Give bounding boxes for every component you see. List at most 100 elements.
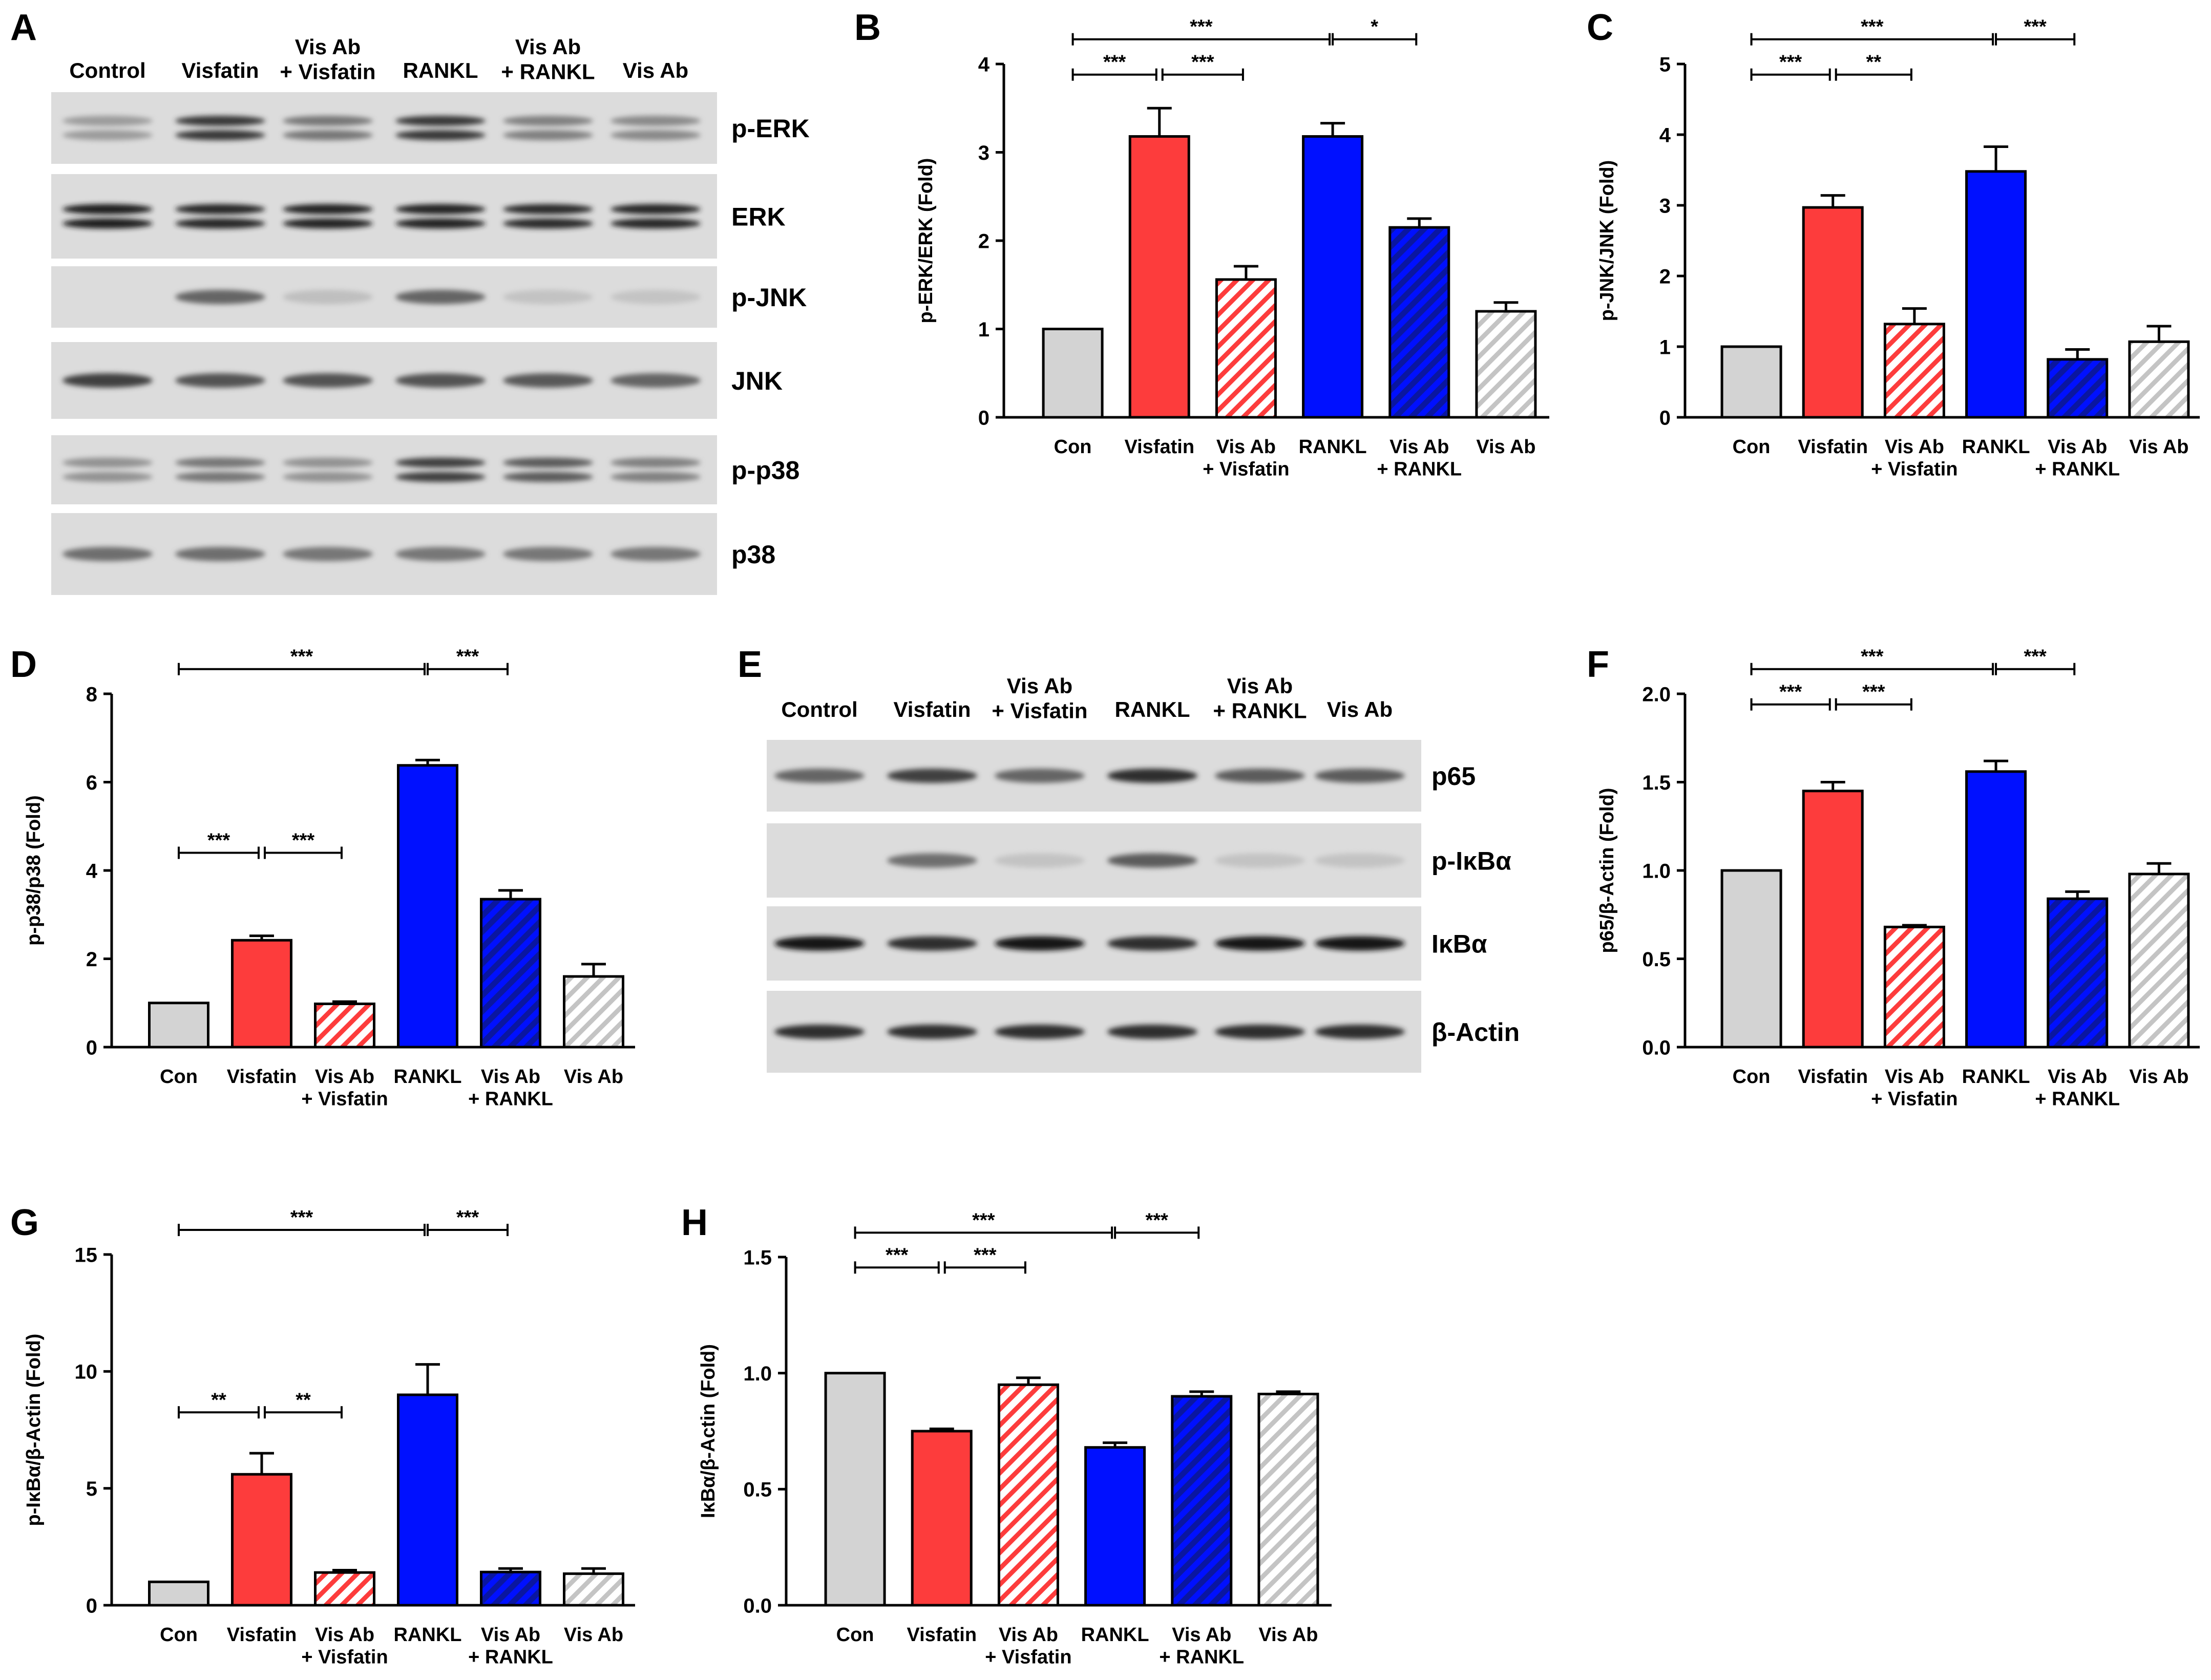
y-tick-label: 0	[978, 407, 989, 429]
x-tick-label: Vis Ab + RANKL	[468, 1066, 553, 1110]
band	[503, 373, 593, 388]
y-axis-label: p-JNK/JNK (Fold)	[1596, 160, 1618, 322]
band	[62, 130, 153, 140]
x-tick-label: Visfatin	[227, 1624, 297, 1646]
x-tick-label: Visfatin	[1798, 1066, 1868, 1088]
significance-label: ***	[1862, 682, 1885, 703]
lane-label: Vis Ab + RANKL	[501, 35, 595, 83]
significance-label: ***	[207, 830, 230, 852]
blot-background	[51, 174, 717, 259]
x-tick-label: Vis Ab + RANKL	[1159, 1624, 1244, 1668]
x-tick-label: Vis Ab	[564, 1624, 623, 1646]
x-tick-label: Vis Ab	[1258, 1624, 1318, 1646]
band	[62, 116, 153, 126]
bar-3	[1965, 770, 2027, 1049]
bar-0	[148, 1002, 209, 1049]
blot-row-label: JNK	[731, 367, 783, 395]
significance-label: *	[1371, 16, 1378, 38]
bar-5	[1475, 310, 1537, 419]
band	[1215, 936, 1305, 951]
bar-1	[911, 1430, 973, 1607]
blot-row-label: ERK	[731, 203, 786, 231]
band	[1107, 936, 1197, 951]
y-tick-label: 0.5	[743, 1479, 772, 1501]
x-tick-label: RANKL	[1962, 1066, 2030, 1088]
band	[62, 457, 153, 468]
x-tick-label: Visfatin	[1124, 436, 1194, 458]
bar-4	[2047, 358, 2109, 419]
blot-strip	[767, 823, 1421, 898]
blot-background	[767, 823, 1421, 898]
y-tick-label: 2	[978, 230, 989, 252]
x-tick-label: Con	[1733, 436, 1771, 458]
band	[995, 853, 1085, 868]
significance-label: **	[211, 1389, 226, 1411]
y-tick-label: 1.5	[1642, 772, 1671, 794]
x-tick-label: Vis Ab + RANKL	[1377, 436, 1462, 480]
bar-2	[1883, 925, 1945, 1049]
band	[283, 218, 373, 229]
band	[774, 1025, 865, 1039]
x-tick-label: Vis Ab	[2129, 1066, 2188, 1088]
x-tick-label: Con	[836, 1624, 874, 1646]
bar-1	[231, 939, 292, 1049]
blot-strip	[51, 435, 717, 504]
band	[995, 936, 1085, 951]
x-tick-label: Vis Ab + RANKL	[2035, 436, 2120, 480]
lane-label: Control	[781, 697, 857, 721]
y-tick-label: 10	[75, 1361, 98, 1384]
band	[610, 218, 701, 229]
significance-label: **	[296, 1389, 311, 1411]
band	[1107, 1025, 1197, 1039]
significance-label: ***	[456, 646, 479, 668]
blot-strip	[767, 740, 1421, 812]
band	[887, 853, 977, 868]
bar-0	[1042, 328, 1104, 419]
bar-1	[1128, 135, 1190, 419]
band	[610, 290, 701, 304]
lane-label: RANKL	[403, 58, 478, 82]
y-tick-label: 1	[978, 318, 989, 341]
lane-label: Visfatin	[182, 58, 259, 82]
y-axis-label: p-ERK/ERK (Fold)	[915, 158, 937, 324]
x-tick-label: Con	[1054, 436, 1092, 458]
blot-strip	[51, 174, 717, 259]
band	[395, 116, 486, 126]
band	[1315, 936, 1405, 951]
blot-row-label: p65	[1431, 762, 1476, 791]
band	[610, 472, 701, 482]
panel-letter-h: H	[681, 1202, 708, 1243]
band	[62, 204, 153, 215]
bar-2	[1883, 323, 1945, 419]
y-tick-label: 1	[1659, 336, 1671, 358]
y-tick-label: 4	[86, 860, 98, 882]
lane-label: Control	[69, 58, 145, 82]
bar-3	[397, 764, 458, 1049]
y-tick-label: 4	[978, 53, 990, 76]
panel-letter-g: G	[10, 1202, 39, 1243]
band	[283, 373, 373, 388]
band	[503, 547, 593, 561]
band	[62, 547, 153, 561]
bar-3	[1084, 1446, 1146, 1607]
band	[503, 218, 593, 229]
band	[610, 130, 701, 140]
significance-label: ***	[1779, 682, 1802, 703]
band	[175, 472, 265, 482]
blot-strip	[51, 513, 717, 595]
blot-background	[767, 991, 1421, 1073]
band	[774, 936, 865, 951]
band	[283, 204, 373, 215]
bar-1	[1802, 206, 1864, 419]
y-axis-label: IκBα/β-Actin (Fold)	[698, 1344, 719, 1518]
band	[62, 218, 153, 229]
band	[1215, 853, 1305, 868]
band	[175, 130, 265, 140]
y-tick-label: 0	[86, 1036, 97, 1059]
y-tick-label: 0	[1659, 407, 1671, 429]
significance-label: ***	[2024, 16, 2047, 38]
blot-row-label: p38	[731, 540, 775, 569]
band	[503, 290, 593, 304]
bar-0	[1720, 345, 1782, 419]
blot-row-label: p-IκBα	[1431, 847, 1511, 876]
